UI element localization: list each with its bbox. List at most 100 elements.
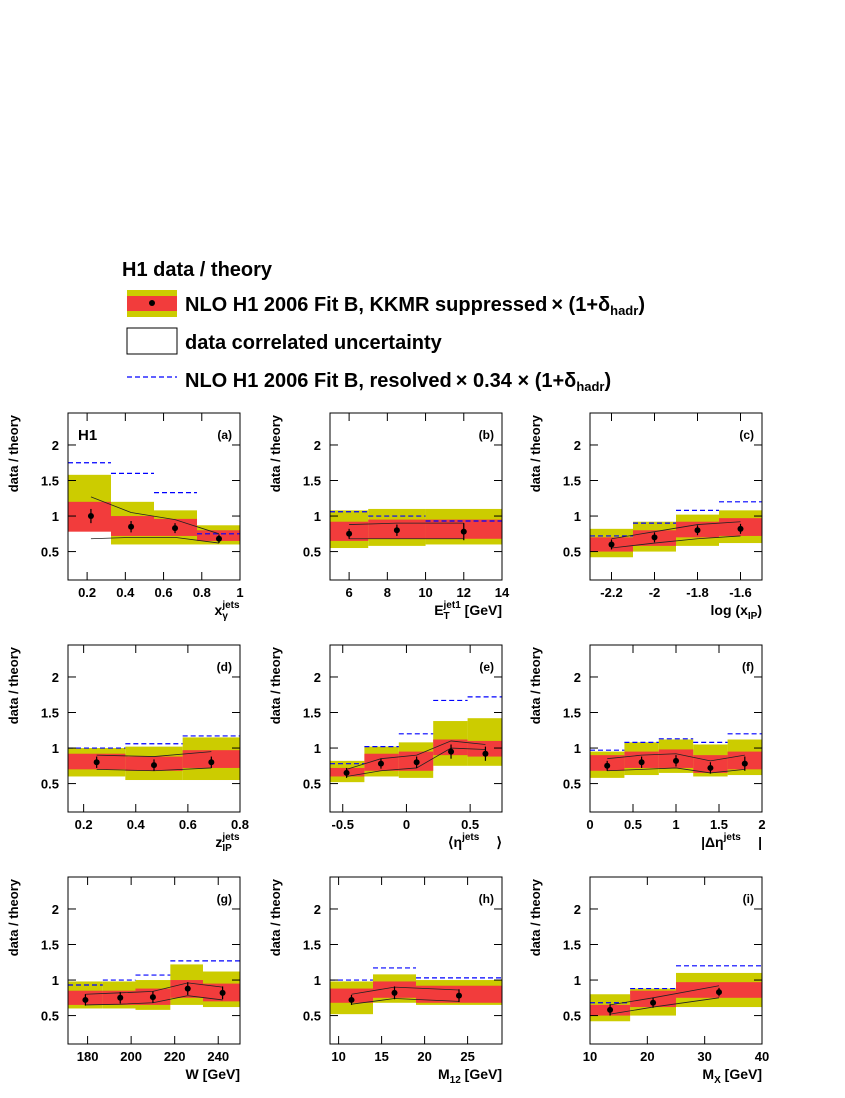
correlated-uncertainty-line bbox=[611, 521, 741, 540]
y-tick-label: 0.5 bbox=[303, 1009, 321, 1024]
x-label-main: |Δη bbox=[701, 834, 724, 850]
x-label-sup: jets bbox=[221, 832, 240, 843]
y-tick-label: 1.5 bbox=[41, 938, 59, 953]
legend-text-part: NLO H1 2006 Fit B, KKMR suppressed bbox=[185, 294, 547, 316]
data-point bbox=[172, 525, 179, 532]
panel: 0.5 1 1.5 2 10 20 30 40 (i) data / theory MX [GeV] bbox=[528, 876, 769, 1086]
y-tick-label: 0.5 bbox=[41, 545, 59, 560]
data-point bbox=[393, 527, 400, 534]
legend-text-part: NLO H1 2006 Fit B, resolved bbox=[185, 370, 452, 392]
y-tick-label: 1.5 bbox=[563, 474, 581, 489]
legend-text-part: hadr bbox=[610, 303, 638, 318]
y-tick-label: 1 bbox=[314, 509, 321, 524]
x-tick-label: -1.6 bbox=[729, 585, 751, 600]
y-tick-label: 0.5 bbox=[303, 777, 321, 792]
data-point bbox=[694, 527, 701, 534]
x-tick-label: 0.2 bbox=[75, 817, 93, 832]
y-tick-label: 0.5 bbox=[41, 1009, 59, 1024]
panel: 0.5 1 1.5 2 180 200 220 240 (g) data / theory W [G… bbox=[6, 876, 241, 1082]
y-tick-label: 2 bbox=[314, 902, 321, 917]
y-tick-label: 1.5 bbox=[41, 706, 59, 721]
x-tick-label: 10 bbox=[583, 1049, 597, 1064]
correlated-uncertainty-line bbox=[346, 740, 486, 770]
data-point bbox=[208, 759, 215, 766]
legend-text-part: × (1+δ bbox=[551, 294, 610, 316]
y-axis-label: data / theory bbox=[528, 646, 543, 724]
panel: 0.5 1 1.5 2 0 0.5 1 1.5 2 (f) data / theory |Δηjets… bbox=[528, 644, 766, 850]
data-point bbox=[184, 985, 191, 992]
data-point bbox=[607, 1006, 614, 1013]
panel-frame bbox=[329, 412, 503, 581]
x-tick-label: 0.4 bbox=[116, 585, 135, 600]
data-point bbox=[149, 994, 156, 1001]
y-tick-label: 1.5 bbox=[303, 938, 321, 953]
data-point bbox=[215, 535, 222, 542]
x-axis-label: xjets γ bbox=[215, 600, 240, 622]
x-tick-label: 15 bbox=[374, 1049, 388, 1064]
y-tick-label: 1.5 bbox=[303, 474, 321, 489]
x-label-main: ⟨η bbox=[448, 834, 462, 850]
x-axis-label: |Δηjets | bbox=[701, 832, 762, 850]
inner-band bbox=[433, 739, 468, 756]
y-tick-label: 0.5 bbox=[563, 545, 581, 560]
x-tick-label: 200 bbox=[120, 1049, 142, 1064]
correlated-uncertainty-line bbox=[611, 535, 741, 549]
x-axis-label: M12 [GeV] bbox=[438, 1066, 502, 1086]
data-point bbox=[348, 996, 355, 1003]
panel-label: (b) bbox=[479, 428, 494, 442]
x-tick-label: 240 bbox=[207, 1049, 229, 1064]
legend-text-part: hadr bbox=[576, 379, 604, 394]
panel-frame bbox=[67, 644, 241, 813]
y-tick-label: 1 bbox=[314, 973, 321, 988]
x-tick-label: 8 bbox=[384, 585, 391, 600]
panel: 0.5 1 1.5 2 6 8 10 12 14 (b) data / theory Ejet1 T [… bbox=[268, 412, 510, 622]
y-axis-label: data / theory bbox=[268, 878, 283, 956]
x-tick-label: -1.8 bbox=[686, 585, 708, 600]
data-point bbox=[151, 762, 157, 769]
data-point bbox=[117, 994, 124, 1001]
y-axis-label: data / theory bbox=[6, 414, 21, 492]
data-point bbox=[741, 760, 748, 767]
x-tick-label: 20 bbox=[417, 1049, 431, 1064]
y-tick-label: 1 bbox=[52, 973, 59, 988]
x-label-main: M bbox=[438, 1066, 450, 1082]
panel-frame bbox=[589, 644, 763, 813]
x-axis-label: ⟨ηjets ⟩ bbox=[448, 832, 502, 850]
x-tick-label: 180 bbox=[77, 1049, 99, 1064]
panel-frame bbox=[589, 876, 763, 1045]
x-label-sub: T bbox=[444, 611, 450, 622]
data-point bbox=[460, 528, 467, 535]
data-point bbox=[343, 769, 350, 776]
x-tick-label: 14 bbox=[495, 585, 510, 600]
correlated-uncertainty-line bbox=[96, 751, 212, 757]
data-point bbox=[650, 999, 657, 1006]
data-point bbox=[608, 541, 615, 548]
y-axis-label: data / theory bbox=[268, 414, 283, 492]
x-label-main: x bbox=[215, 602, 223, 618]
data-point bbox=[707, 764, 714, 771]
panel: 0.5 1 1.5 2 10 15 20 25 (h) data / theory M12 [GeV… bbox=[268, 876, 503, 1086]
data-point bbox=[346, 530, 353, 537]
x-label-tail: [GeV] bbox=[461, 602, 502, 618]
x-axis-label: zjets IP bbox=[215, 832, 240, 854]
y-tick-label: 2 bbox=[314, 438, 321, 453]
x-label-sup: jet1 bbox=[443, 600, 462, 611]
y-tick-label: 0.5 bbox=[563, 777, 581, 792]
y-axis-label: data / theory bbox=[528, 878, 543, 956]
x-axis-label: log (xIP) bbox=[711, 602, 762, 622]
x-tick-label: 0.5 bbox=[624, 817, 642, 832]
y-tick-label: 1 bbox=[574, 509, 581, 524]
data-point bbox=[87, 513, 94, 520]
x-tick-label: 0 bbox=[403, 817, 410, 832]
correlated-uncertainty-line bbox=[349, 522, 464, 525]
data-point bbox=[93, 759, 100, 766]
x-tick-label: 10 bbox=[418, 585, 432, 600]
x-label-tail: ⟩ bbox=[497, 834, 502, 850]
legend-text-part: data correlated uncertainty bbox=[185, 332, 443, 354]
inner-band bbox=[467, 740, 502, 757]
x-tick-label: 40 bbox=[755, 1049, 769, 1064]
correlated-uncertainty-line bbox=[90, 496, 220, 535]
panel: 0.5 1 1.5 2 -2.2 -2 -1.8 -1.6 (c) data / theory lo… bbox=[528, 412, 763, 622]
x-tick-label: 10 bbox=[331, 1049, 345, 1064]
